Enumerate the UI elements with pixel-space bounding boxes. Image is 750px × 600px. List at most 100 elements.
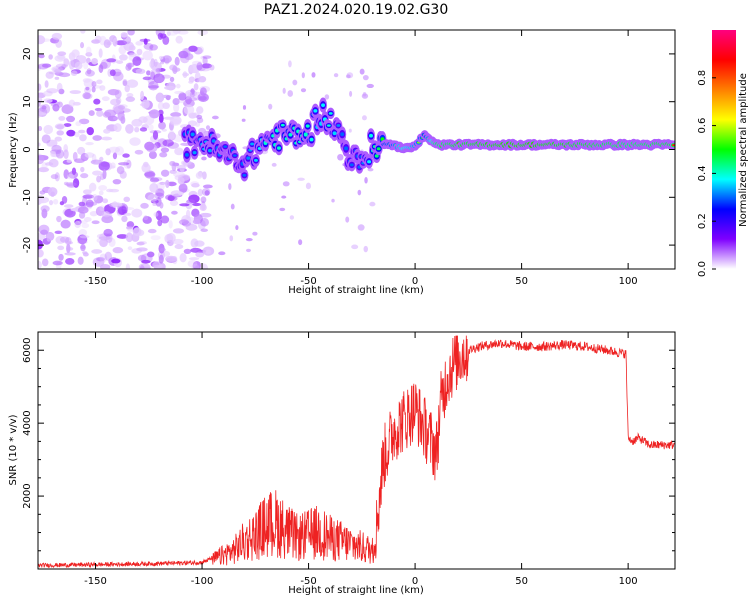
noise-blob <box>56 215 62 223</box>
noise-blob <box>348 128 352 133</box>
noise-blob <box>157 138 168 148</box>
x-tick-label: -100 <box>191 276 214 287</box>
noise-blob <box>149 61 154 68</box>
ridge-core <box>336 124 341 127</box>
noise-blob <box>165 255 177 262</box>
noise-blob <box>124 84 130 93</box>
noise-blob <box>38 65 42 71</box>
noise-blob <box>54 172 60 182</box>
noise-blob <box>345 216 350 223</box>
noise-blob <box>230 203 235 210</box>
noise-blob <box>86 57 91 64</box>
noise-blob <box>169 200 179 206</box>
noise-blob <box>178 219 190 226</box>
noise-blob <box>116 166 125 175</box>
noise-blob <box>101 211 111 218</box>
noise-blob <box>158 113 164 123</box>
noise-blob <box>41 208 48 219</box>
noise-blob <box>229 235 234 242</box>
noise-blob <box>192 202 202 207</box>
ridge-core <box>367 160 372 164</box>
noise-blob <box>106 58 117 63</box>
noise-blob <box>199 203 207 212</box>
noise-blob <box>158 55 164 60</box>
noise-blob <box>38 142 41 147</box>
noise-blob <box>235 225 239 231</box>
noise-blob <box>99 205 105 212</box>
noise-blob <box>125 232 134 243</box>
noise-blob <box>112 247 124 254</box>
noise-blob <box>169 119 181 126</box>
noise-blob <box>112 37 118 47</box>
noise-blob <box>38 154 45 165</box>
noise-blob <box>195 171 203 179</box>
noise-blob <box>92 170 103 176</box>
noise-blob <box>117 111 125 121</box>
noise-blob <box>168 220 173 229</box>
noise-blob <box>116 234 129 239</box>
noise-blob <box>91 57 98 65</box>
noise-blob <box>63 181 69 186</box>
noise-blob <box>209 64 215 71</box>
noise-blob <box>362 74 369 81</box>
noise-blob <box>162 139 174 147</box>
noise-blob <box>196 114 203 120</box>
ridge-core <box>332 131 337 136</box>
noise-blob <box>177 191 184 196</box>
noise-blob <box>100 136 113 141</box>
noise-blob <box>57 245 65 251</box>
ridge-core <box>232 154 237 157</box>
noise-blob <box>301 72 305 79</box>
noise-blob <box>139 103 150 107</box>
y-tick-label: 10 <box>22 95 33 108</box>
y-tick-label: 0 <box>22 146 33 152</box>
noise-blob <box>56 124 65 130</box>
noise-blob <box>126 92 134 98</box>
noise-blob <box>58 72 71 78</box>
ridge-core <box>305 124 310 128</box>
noise-blob <box>172 228 185 234</box>
noise-blob <box>82 189 92 195</box>
noise-blob <box>191 183 200 188</box>
ridge-core <box>374 154 379 158</box>
noise-blob <box>49 200 54 206</box>
noise-blob <box>128 44 136 51</box>
noise-blob <box>300 88 307 93</box>
noise-blob <box>103 228 113 237</box>
noise-blob <box>98 184 108 191</box>
noise-blob <box>202 56 208 65</box>
noise-blob <box>196 78 204 83</box>
noise-blob <box>63 169 70 179</box>
noise-blob <box>357 224 365 231</box>
ridge-core <box>376 147 381 151</box>
noise-blob <box>79 134 87 142</box>
noise-blob <box>179 99 186 104</box>
noise-blob <box>143 38 148 45</box>
noise-blob <box>95 206 105 217</box>
noise-blob <box>155 210 162 221</box>
noise-blob <box>85 199 94 208</box>
ridge-core <box>288 132 293 137</box>
colorbar-tick-label: 0.0 <box>697 261 708 277</box>
x-tick-label: 50 <box>515 276 528 287</box>
noise-blob <box>77 220 88 224</box>
noise-blob <box>134 149 144 155</box>
noise-blob <box>91 220 100 225</box>
noise-blob <box>146 70 151 76</box>
colorbar-tick-label: 0.4 <box>697 165 708 181</box>
noise-blob <box>57 51 67 56</box>
noise-blob <box>174 56 180 66</box>
noise-blob <box>128 52 137 57</box>
ridge-core <box>313 109 318 113</box>
noise-blob <box>81 222 90 229</box>
noise-blob <box>150 235 161 241</box>
noise-blob <box>126 221 135 228</box>
noise-blob <box>46 233 51 242</box>
noise-blob <box>45 71 54 79</box>
noise-blob <box>99 173 105 181</box>
snr-x-label: Height of straight line (km) <box>288 585 424 596</box>
colorbar-ticks: 0.0 0.2 0.4 0.6 0.8 <box>697 70 716 277</box>
noise-blob <box>52 103 60 112</box>
noise-blob <box>178 183 188 194</box>
noise-blob <box>99 61 108 70</box>
